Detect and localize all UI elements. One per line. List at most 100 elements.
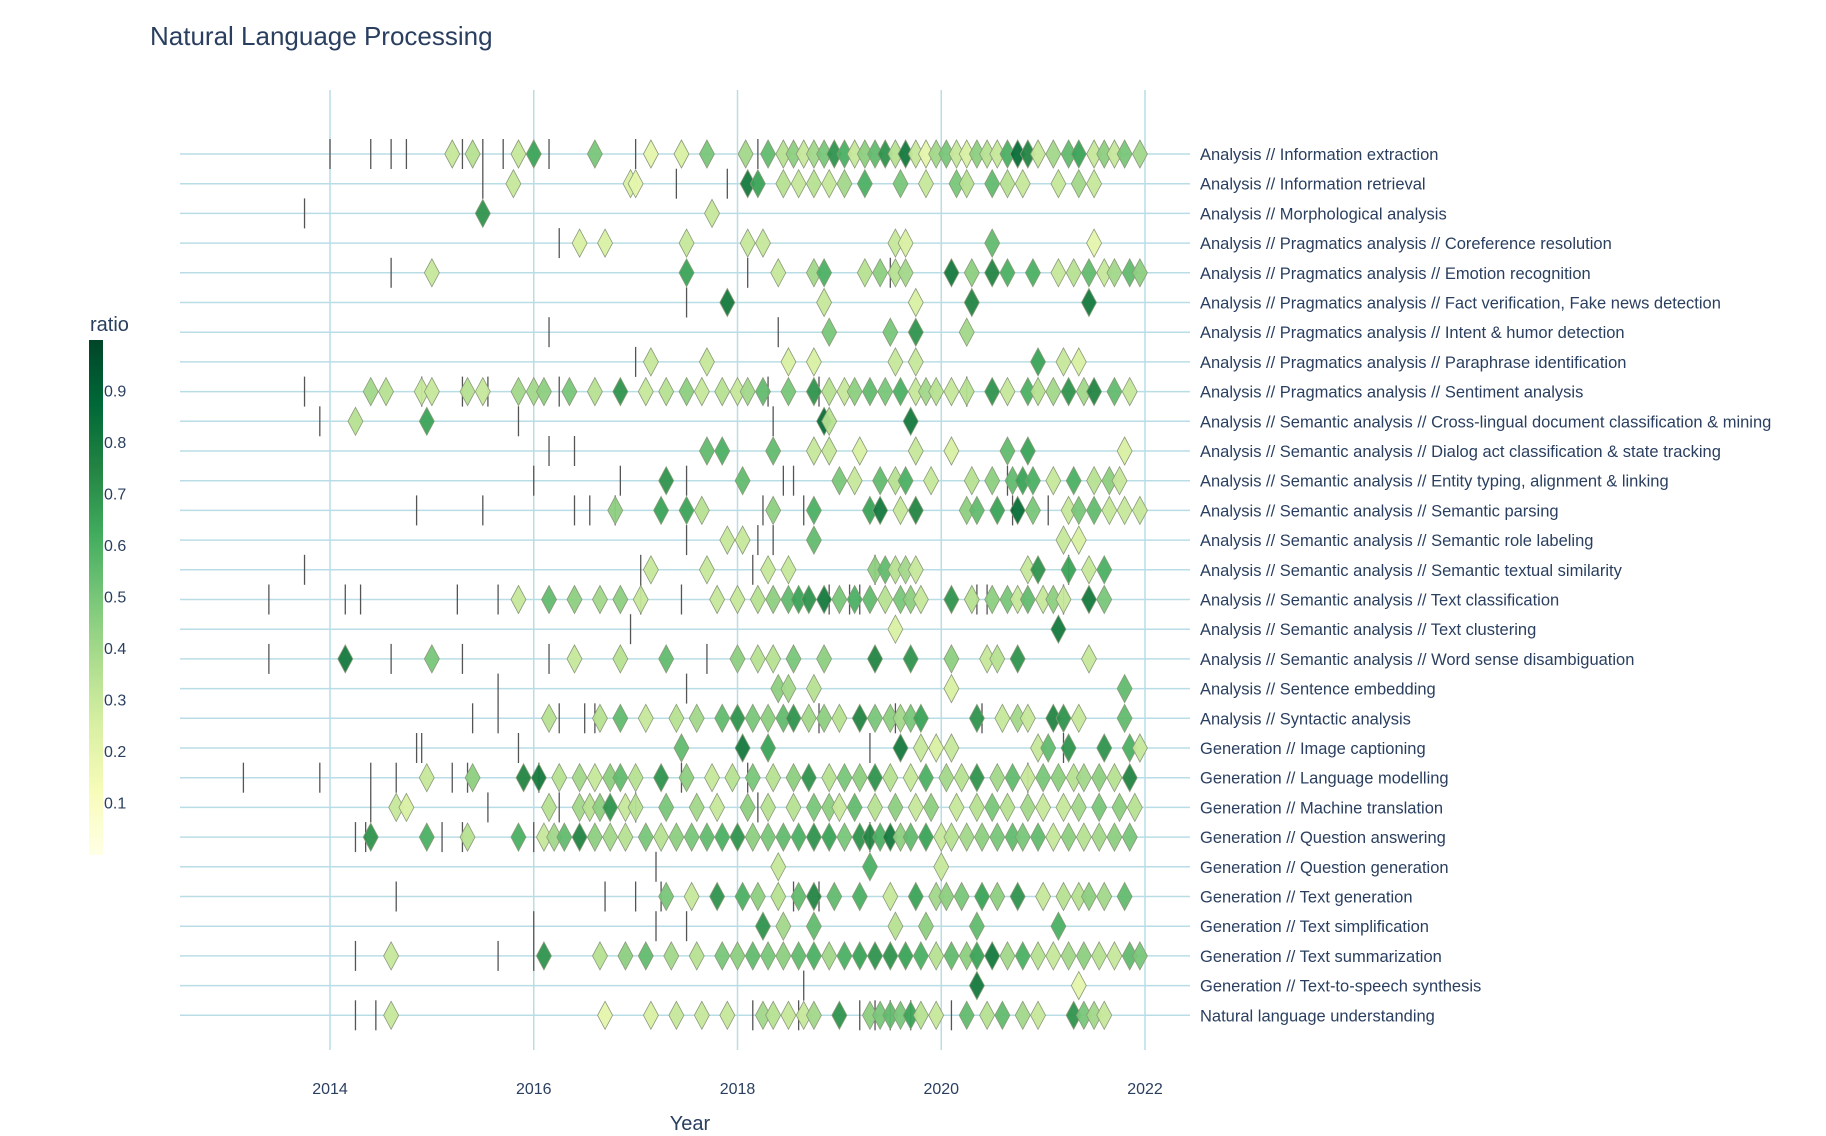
- diamond-point: [907, 554, 924, 585]
- diamond-point: [755, 228, 771, 258]
- diamond-point: [693, 1000, 710, 1031]
- data-marks: [242, 139, 1148, 1031]
- diamond-point: [658, 792, 675, 823]
- diamond-point: [923, 465, 940, 496]
- diamond-point: [1060, 822, 1077, 852]
- diamond-point: [836, 168, 853, 199]
- diamond-point: [1096, 733, 1113, 763]
- diamond-point: [1070, 703, 1087, 734]
- diamond-point: [790, 941, 807, 971]
- diamond-point: [902, 644, 919, 674]
- diamond-point: [749, 881, 766, 912]
- diamond-point: [383, 941, 400, 971]
- category-label: Analysis // Semantic analysis // Semanti…: [1200, 532, 1593, 550]
- diamond-point: [678, 495, 695, 526]
- diamond-point: [770, 851, 787, 882]
- colorbar-tick-label: 0.4: [104, 641, 126, 658]
- diamond-point: [770, 881, 787, 912]
- diamond-point: [714, 703, 731, 734]
- diamond-point: [821, 941, 838, 971]
- diamond-point: [607, 495, 624, 526]
- diamond-point: [1019, 762, 1036, 793]
- diamond-point: [1121, 376, 1138, 407]
- diamond-point: [821, 762, 838, 793]
- diamond-point: [653, 495, 670, 526]
- diamond-point: [989, 644, 1006, 674]
- diamond-point: [1009, 881, 1026, 912]
- diamond-point: [851, 941, 868, 971]
- diamond-point: [1060, 733, 1077, 763]
- diamond-point: [1055, 584, 1072, 615]
- diamond-point: [872, 465, 889, 496]
- diamond-point: [719, 1000, 736, 1031]
- diamond-point: [1060, 554, 1077, 585]
- diamond-point: [586, 376, 603, 407]
- diamond-point: [525, 139, 542, 169]
- diamond-point: [1040, 733, 1057, 763]
- diamond-point: [928, 1000, 945, 1031]
- diamond-point: [1045, 376, 1062, 407]
- diamond-point: [765, 644, 782, 674]
- diamond-point: [943, 644, 960, 674]
- diamond-point: [592, 941, 608, 971]
- diamond-point: [902, 762, 919, 793]
- diamond-point: [765, 584, 782, 615]
- diamond-point: [897, 228, 914, 258]
- diamond-point: [637, 941, 654, 971]
- diamond-point: [418, 406, 435, 437]
- diamond-point: [846, 465, 863, 496]
- diamond-point: [1091, 941, 1108, 971]
- category-label: Analysis // Pragmatics analysis // Parap…: [1200, 354, 1626, 372]
- diamond-point: [775, 941, 792, 971]
- colorbar-title: ratio: [90, 314, 129, 336]
- diamond-point: [1050, 168, 1067, 199]
- diamond-point: [1014, 822, 1031, 852]
- diamond-point: [974, 881, 990, 912]
- diamond-point: [887, 911, 904, 942]
- diamond-point: [714, 941, 731, 971]
- diamond-point: [989, 881, 1006, 912]
- diamond-point: [984, 941, 1001, 971]
- diamond-point: [744, 762, 761, 793]
- diamond-point: [1014, 1000, 1031, 1031]
- diamond-point: [724, 762, 741, 793]
- diamond-point: [1070, 525, 1087, 555]
- diamond-point: [597, 228, 614, 258]
- diamond-point: [994, 703, 1011, 734]
- diamond-point: [918, 168, 934, 199]
- diamond-point: [867, 792, 883, 823]
- diamond-point: [474, 198, 491, 229]
- x-tick-label: 2016: [516, 1081, 552, 1098]
- diamond-point: [887, 792, 904, 823]
- diamond-point: [928, 376, 945, 407]
- diamond-point: [510, 139, 527, 169]
- diamond-point: [1126, 792, 1143, 823]
- diamond-point: [882, 941, 899, 971]
- diamond-point: [943, 584, 960, 615]
- diamond-point: [1030, 139, 1046, 169]
- diamond-point: [831, 792, 848, 823]
- diamond-point: [1131, 495, 1148, 526]
- diamond-point: [897, 941, 914, 971]
- diamond-point: [872, 257, 889, 288]
- diamond-point: [1065, 465, 1082, 496]
- diamond-point: [714, 822, 731, 852]
- category-label: Analysis // Semantic analysis // Entity …: [1200, 473, 1669, 491]
- diamond-point: [729, 941, 746, 971]
- diamond-point: [851, 881, 868, 912]
- diamond-point: [627, 168, 644, 199]
- diamond-point: [637, 703, 654, 734]
- diamond-point: [760, 703, 777, 734]
- colorbar-tick-label: 0.5: [104, 590, 126, 607]
- diamond-point: [907, 881, 924, 912]
- diamond-point: [775, 822, 792, 852]
- diamond-point: [658, 465, 675, 496]
- diamond-point: [785, 762, 802, 793]
- diamond-point: [999, 376, 1016, 407]
- diamond-point: [459, 376, 476, 407]
- diamond-point: [586, 822, 603, 852]
- diamond-point: [907, 792, 924, 823]
- diamond-point: [800, 703, 817, 734]
- diamond-point: [943, 257, 960, 288]
- diamond-point: [912, 941, 929, 971]
